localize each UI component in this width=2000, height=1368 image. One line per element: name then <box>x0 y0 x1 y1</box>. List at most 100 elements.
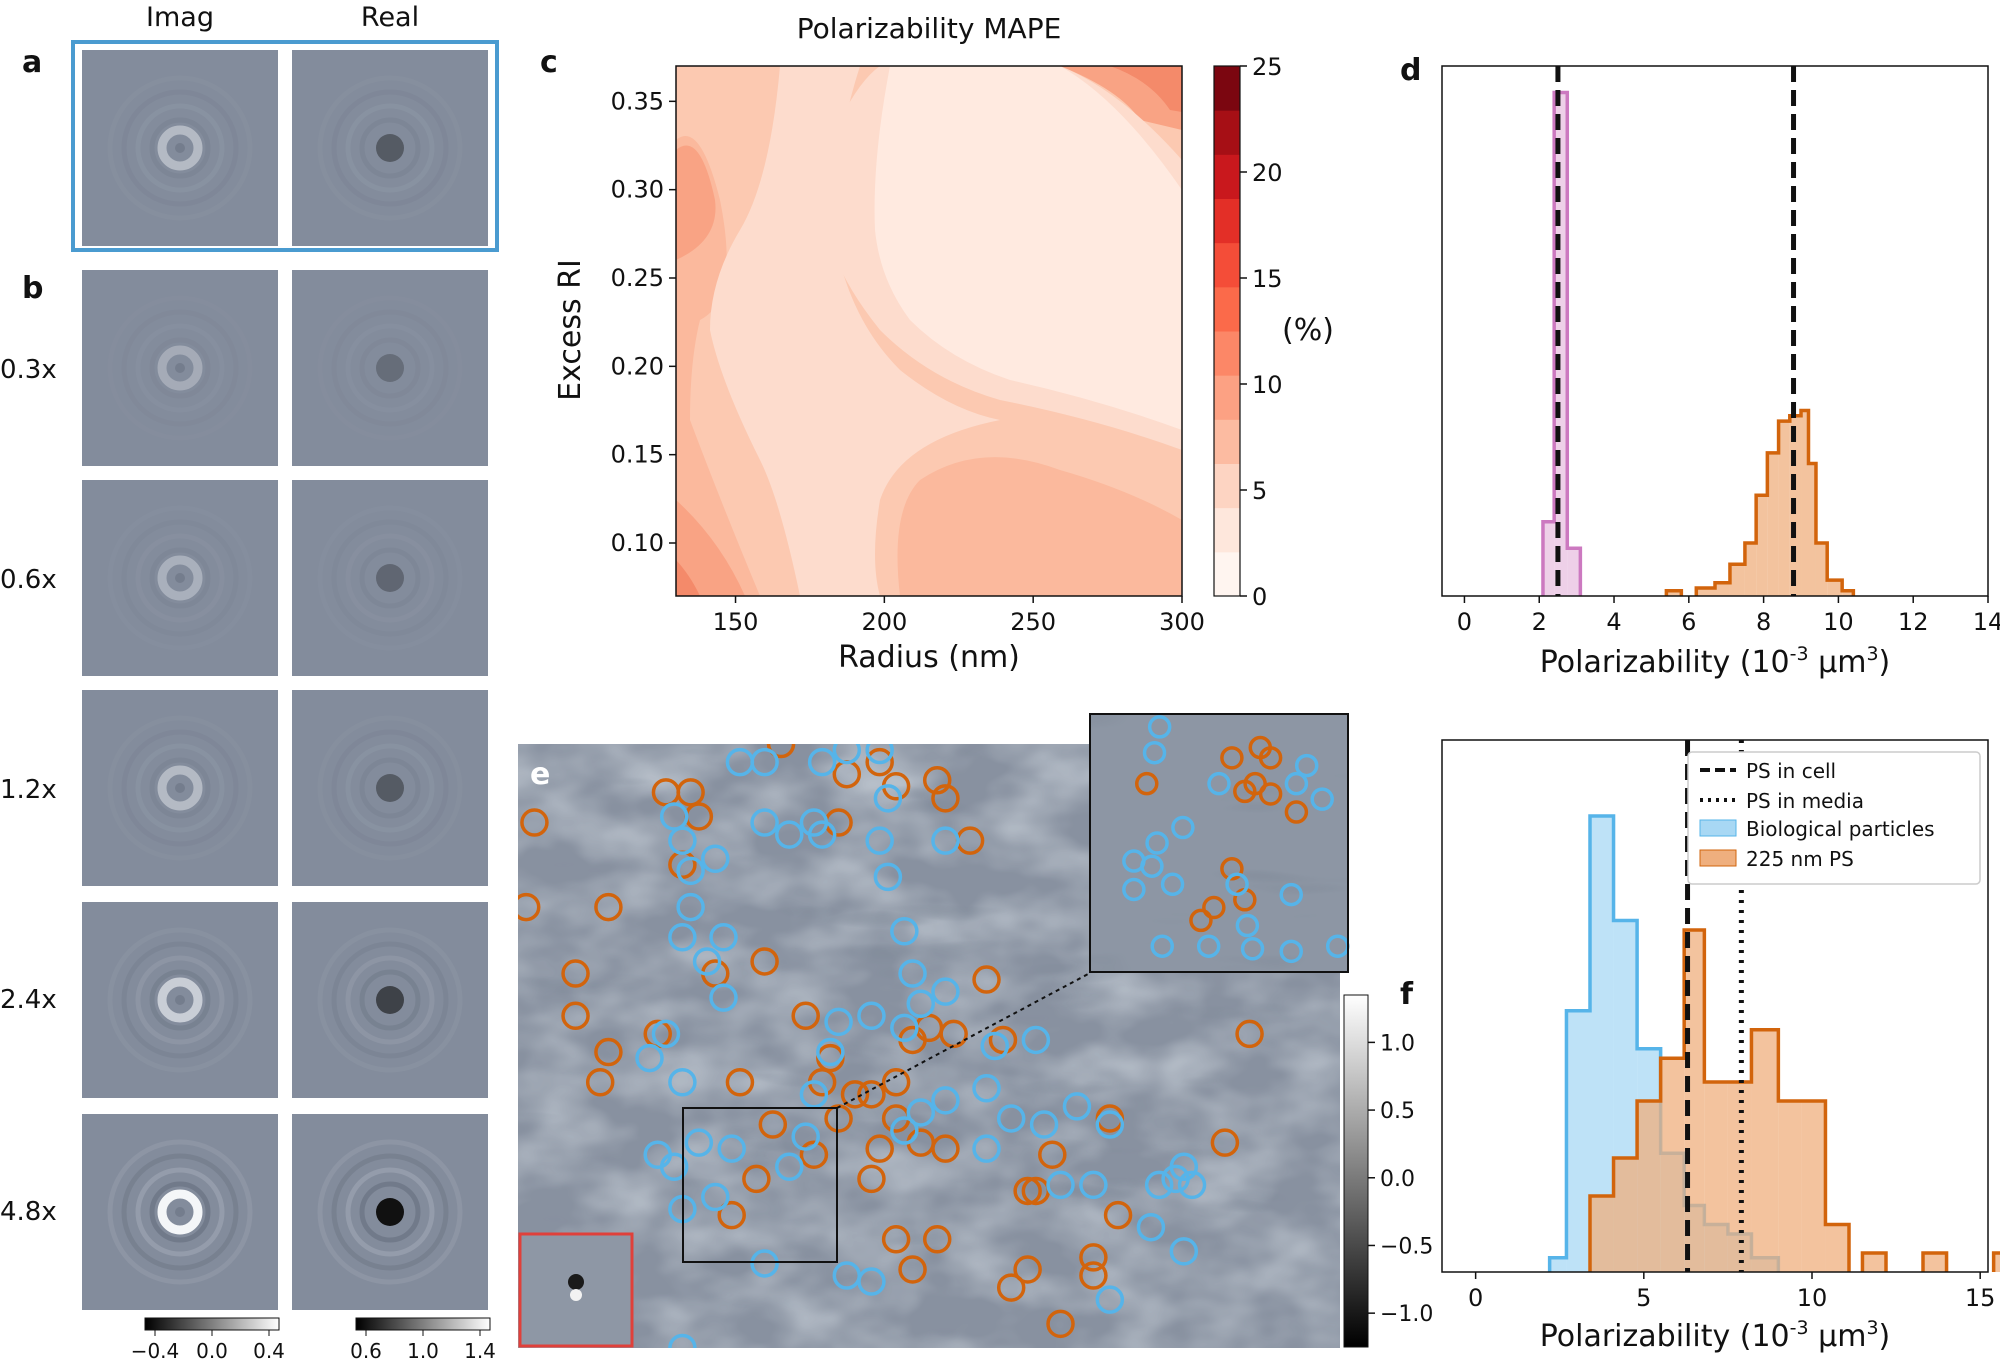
psf-tile-real-0 <box>292 50 488 246</box>
psf-tile-imag-4 <box>82 902 278 1098</box>
bar-1-0 <box>1666 590 1682 596</box>
blue-marker-49 <box>1062 1092 1092 1121</box>
bar-0-0 <box>1542 521 1555 596</box>
blue-marker-37 <box>890 1013 919 1043</box>
orange-marker-50 <box>1103 1200 1133 1230</box>
legend-item-3: 225 nm PS <box>1746 847 1854 871</box>
orange-marker-26 <box>931 1134 960 1163</box>
inset-blue-marker-4 <box>1294 753 1319 778</box>
blue-marker-9 <box>676 856 705 886</box>
bar-0-2 <box>1567 548 1581 596</box>
blue-marker-64 <box>972 1134 1001 1163</box>
column-header-real: Real <box>361 2 419 33</box>
legend-swatch-blue <box>1699 819 1737 837</box>
inset-orange-marker-5 <box>1233 779 1257 804</box>
orange-marker-22 <box>988 1025 1018 1055</box>
inset-blue-marker-9 <box>1122 849 1146 873</box>
blue-marker-33 <box>709 983 738 1012</box>
image-colorbar-tick-2: 0.0 <box>1380 1167 1415 1192</box>
psf-tile-imag-1 <box>82 270 278 466</box>
panel-label-b: b <box>22 271 43 306</box>
bar-1-5 <box>1704 1082 1728 1272</box>
bar-1-3 <box>1729 564 1745 596</box>
contour-level-1 <box>676 136 760 596</box>
bar-1-4 <box>1744 543 1757 596</box>
blue-marker-19 <box>873 862 903 892</box>
imag-colorbar <box>144 1317 280 1331</box>
colorbar-tick-4: 20 <box>1252 159 1283 187</box>
inset-orange-marker-11 <box>1189 908 1213 933</box>
blue-marker-31 <box>791 1122 820 1151</box>
blue-marker-32 <box>799 1080 829 1109</box>
psf-tile-real-5 <box>292 1114 488 1310</box>
orange-marker-38 <box>725 1067 755 1097</box>
blue-marker-29 <box>717 1134 746 1163</box>
colorbar-level-2 <box>1214 463 1240 509</box>
psf-tile-real-1 <box>292 270 488 466</box>
contour-level-2 <box>676 145 716 260</box>
inset-orange-marker-1 <box>1135 771 1159 796</box>
chart-c-xlabel: Radius (nm) <box>838 640 1020 675</box>
blue-marker-15 <box>668 923 697 952</box>
blue-marker-45 <box>931 1086 960 1115</box>
inset-blue-marker-0 <box>1147 715 1172 739</box>
inset-blue-marker-7 <box>1145 831 1169 855</box>
orange-marker-40 <box>742 1164 771 1194</box>
chart-c-xtick-3: 300 <box>1159 608 1205 636</box>
panel-label-c: c <box>540 45 558 80</box>
chart-d-xticks: 0 2 4 6 8 10 12 14 <box>1457 596 2000 636</box>
psf-tile-imag-3 <box>82 690 278 886</box>
psf-inset <box>518 1232 634 1348</box>
series-large <box>1664 408 1856 596</box>
blue-marker-47 <box>996 1104 1026 1133</box>
orange-marker-56 <box>1046 1309 1075 1339</box>
orange-marker-41 <box>651 778 681 807</box>
bar-1-9 <box>1801 1101 1826 1272</box>
orange-marker-24 <box>865 1134 894 1163</box>
imag-cbar-tick-1: 0.0 <box>196 1339 228 1363</box>
bar-1-3 <box>1660 1058 1685 1272</box>
series-outline-1 <box>1664 408 1856 596</box>
orange-marker-55 <box>1079 1261 1108 1290</box>
blue-marker-4 <box>865 744 894 765</box>
inset-blue-marker-2 <box>1207 771 1231 796</box>
blue-marker-34 <box>816 1037 845 1067</box>
bar-1-10 <box>1808 463 1816 596</box>
inset-blue-marker-15 <box>1235 913 1260 938</box>
blue-marker-2 <box>807 747 837 777</box>
orange-marker-9 <box>585 1067 615 1097</box>
blue-marker-10 <box>701 844 730 874</box>
colorbar-tick-3: 15 <box>1252 265 1283 293</box>
blue-marker-36 <box>857 1001 886 1031</box>
psf-tile-real-3 <box>292 690 488 886</box>
inset-blue-marker-14 <box>1225 872 1249 897</box>
chart-d-axes <box>1441 65 1989 597</box>
blue-marker-50 <box>1095 1110 1125 1139</box>
blue-marker-44 <box>906 1098 936 1127</box>
orange-marker-16 <box>824 1104 853 1133</box>
blue-marker-11 <box>750 808 779 837</box>
orange-marker-30 <box>865 747 894 777</box>
psf-tile-imag-0 <box>82 50 278 246</box>
blue-marker-28 <box>701 1182 730 1212</box>
blue-marker-17 <box>692 947 722 976</box>
blue-marker-23 <box>668 1067 697 1097</box>
orange-marker-11 <box>750 947 779 976</box>
orange-marker-1 <box>518 892 541 922</box>
chart-d-histogram <box>1541 66 1856 596</box>
xtick-label-5: 10 <box>1823 608 1854 636</box>
inset-blue-marker-1 <box>1142 740 1167 765</box>
psf-tile-grid <box>82 50 488 1310</box>
row-label-4: 4.8x <box>0 1197 57 1227</box>
column-header-imag: Imag <box>146 2 214 33</box>
bar-1-0 <box>1590 1196 1614 1272</box>
blue-marker-35 <box>824 1007 853 1037</box>
particle-markers <box>518 744 1264 1348</box>
inset-blue-marker-10 <box>1160 872 1185 897</box>
bar-0-2 <box>1590 816 1614 1272</box>
colorbar-level-8 <box>1214 198 1240 244</box>
inset-orange-marker-9 <box>1202 895 1226 920</box>
image-colorbar-tick-4: −1.0 <box>1380 1302 1433 1327</box>
